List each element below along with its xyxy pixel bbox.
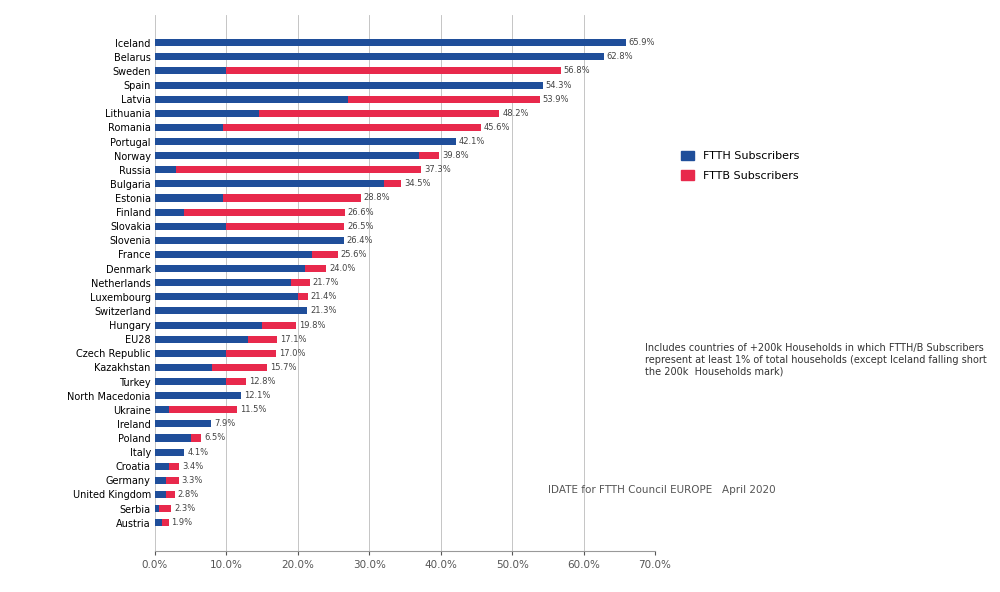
Bar (162, 519, 169, 526)
Bar (155, 505, 159, 512)
Text: 4.1%: 4.1% (187, 448, 208, 456)
Bar (262, 321, 296, 329)
Text: 1.9%: 1.9% (171, 518, 193, 527)
Bar (166, 491, 175, 498)
Text: 26.4%: 26.4% (346, 236, 373, 245)
Bar (155, 321, 262, 329)
Text: 12.1%: 12.1% (244, 391, 271, 400)
Text: 37.3%: 37.3% (424, 165, 451, 174)
Bar (226, 378, 246, 385)
Bar (155, 307, 307, 314)
Text: 21.4%: 21.4% (311, 292, 337, 301)
Bar (312, 251, 338, 258)
Text: 62.8%: 62.8% (606, 52, 633, 62)
Text: 48.2%: 48.2% (502, 109, 529, 118)
Bar (155, 223, 226, 230)
Bar (155, 110, 259, 117)
Bar (155, 194, 223, 201)
Bar (159, 505, 171, 512)
Text: 21.7%: 21.7% (313, 278, 339, 287)
Text: 42.1%: 42.1% (459, 137, 485, 146)
Bar (155, 279, 291, 286)
Bar (226, 67, 561, 75)
Text: 45.6%: 45.6% (484, 123, 510, 132)
Bar (226, 223, 344, 230)
Bar (155, 251, 312, 258)
Bar (226, 350, 276, 357)
Bar (155, 152, 419, 159)
Text: 15.7%: 15.7% (270, 363, 296, 372)
Text: 17.0%: 17.0% (279, 349, 306, 358)
Bar (184, 208, 345, 215)
Text: 21.3%: 21.3% (310, 307, 336, 316)
Bar (191, 435, 201, 442)
Text: 12.8%: 12.8% (249, 377, 276, 386)
Bar (155, 491, 166, 498)
Text: 65.9%: 65.9% (629, 38, 655, 47)
Bar (155, 449, 184, 456)
Bar (248, 336, 277, 343)
Bar (155, 124, 223, 131)
Bar (155, 67, 226, 75)
Bar (155, 53, 604, 60)
Bar (155, 336, 248, 343)
Bar (155, 477, 166, 484)
Bar (155, 519, 162, 526)
Text: Includes countries of +200k Households in which FTTH/B Subscribers
represent at : Includes countries of +200k Households i… (645, 343, 987, 377)
Bar (155, 237, 344, 244)
Bar (155, 293, 298, 300)
Text: 25.6%: 25.6% (341, 250, 367, 259)
Bar (223, 194, 361, 201)
Text: IDATE for FTTH Council EUROPE   April 2020: IDATE for FTTH Council EUROPE April 2020 (548, 485, 776, 496)
Legend: FTTH Subscribers, FTTB Subscribers: FTTH Subscribers, FTTB Subscribers (681, 150, 799, 181)
Text: 2.8%: 2.8% (178, 490, 199, 499)
Text: 28.8%: 28.8% (364, 194, 390, 202)
Bar (169, 406, 237, 413)
Bar (259, 110, 499, 117)
Text: 2.3%: 2.3% (174, 504, 196, 513)
Text: 39.8%: 39.8% (442, 151, 469, 160)
Bar (419, 152, 439, 159)
Bar (305, 265, 326, 272)
Bar (155, 96, 348, 102)
Bar (155, 350, 226, 357)
Text: 3.4%: 3.4% (182, 462, 203, 471)
Text: 26.5%: 26.5% (347, 222, 374, 231)
Text: 7.9%: 7.9% (214, 419, 236, 429)
Text: 56.8%: 56.8% (564, 66, 590, 75)
Bar (155, 39, 626, 46)
Bar (155, 392, 241, 399)
Text: 34.5%: 34.5% (404, 179, 431, 188)
Text: 11.5%: 11.5% (240, 406, 266, 414)
Bar (155, 138, 456, 145)
Bar (223, 124, 481, 131)
Bar (212, 364, 267, 371)
Bar (155, 265, 305, 272)
Bar (176, 166, 421, 173)
Bar (155, 406, 169, 413)
Bar (155, 378, 226, 385)
Text: 54.3%: 54.3% (546, 81, 572, 89)
Bar (155, 420, 211, 427)
Text: 3.3%: 3.3% (181, 476, 203, 485)
Bar (155, 435, 191, 442)
Bar (155, 82, 543, 89)
Text: 6.5%: 6.5% (204, 433, 226, 442)
Bar (155, 181, 384, 188)
Text: 17.1%: 17.1% (280, 334, 306, 343)
Text: 26.6%: 26.6% (348, 208, 374, 217)
Bar (298, 293, 308, 300)
Bar (169, 463, 179, 469)
Bar (155, 463, 169, 469)
Text: 24.0%: 24.0% (329, 264, 356, 273)
Bar (155, 364, 212, 371)
Bar (155, 166, 176, 173)
Bar (166, 477, 179, 484)
Text: 19.8%: 19.8% (299, 320, 326, 330)
Bar (348, 96, 540, 102)
Bar (384, 181, 401, 188)
Bar (291, 279, 310, 286)
Bar (155, 208, 184, 215)
Text: 53.9%: 53.9% (543, 95, 569, 104)
